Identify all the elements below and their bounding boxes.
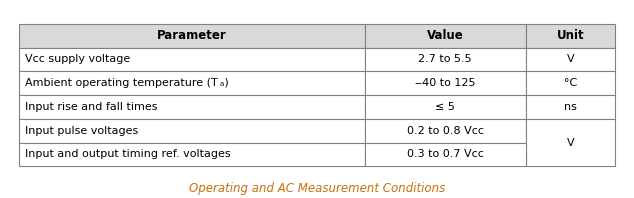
Text: Operating and AC Measurement Conditions: Operating and AC Measurement Conditions — [189, 182, 445, 195]
Text: V: V — [566, 138, 574, 148]
Bar — [526, 48, 615, 71]
Bar — [526, 71, 615, 95]
Bar — [19, 48, 365, 71]
Text: Ambient operating temperature (T ₐ): Ambient operating temperature (T ₐ) — [25, 78, 229, 88]
Bar — [526, 119, 615, 166]
Bar — [526, 24, 615, 48]
Text: °C: °C — [564, 78, 577, 88]
Text: V: V — [566, 54, 574, 64]
Text: 2.7 to 5.5: 2.7 to 5.5 — [418, 54, 472, 64]
Bar — [365, 119, 526, 143]
Bar — [365, 48, 526, 71]
Bar — [365, 71, 526, 95]
Text: Vcc supply voltage: Vcc supply voltage — [25, 54, 131, 64]
Text: ≤ 5: ≤ 5 — [435, 102, 455, 112]
Bar — [365, 24, 526, 48]
Text: Unit: Unit — [557, 29, 584, 42]
Bar — [526, 95, 615, 119]
Bar — [19, 119, 365, 143]
Text: 0.3 to 0.7 Vᴄᴄ: 0.3 to 0.7 Vᴄᴄ — [406, 149, 484, 159]
Text: Parameter: Parameter — [157, 29, 227, 42]
Text: Input rise and fall times: Input rise and fall times — [25, 102, 158, 112]
Text: ‒40 to 125: ‒40 to 125 — [415, 78, 476, 88]
Text: Value: Value — [427, 29, 463, 42]
Text: 0.2 to 0.8 Vᴄᴄ: 0.2 to 0.8 Vᴄᴄ — [406, 126, 484, 136]
Bar — [19, 143, 365, 166]
Bar — [19, 24, 365, 48]
Bar — [19, 95, 365, 119]
Text: Input and output timing ref. voltages: Input and output timing ref. voltages — [25, 149, 231, 159]
Bar — [365, 143, 526, 166]
Bar — [365, 95, 526, 119]
Bar — [19, 71, 365, 95]
Text: ns: ns — [564, 102, 577, 112]
Text: Input pulse voltages: Input pulse voltages — [25, 126, 139, 136]
